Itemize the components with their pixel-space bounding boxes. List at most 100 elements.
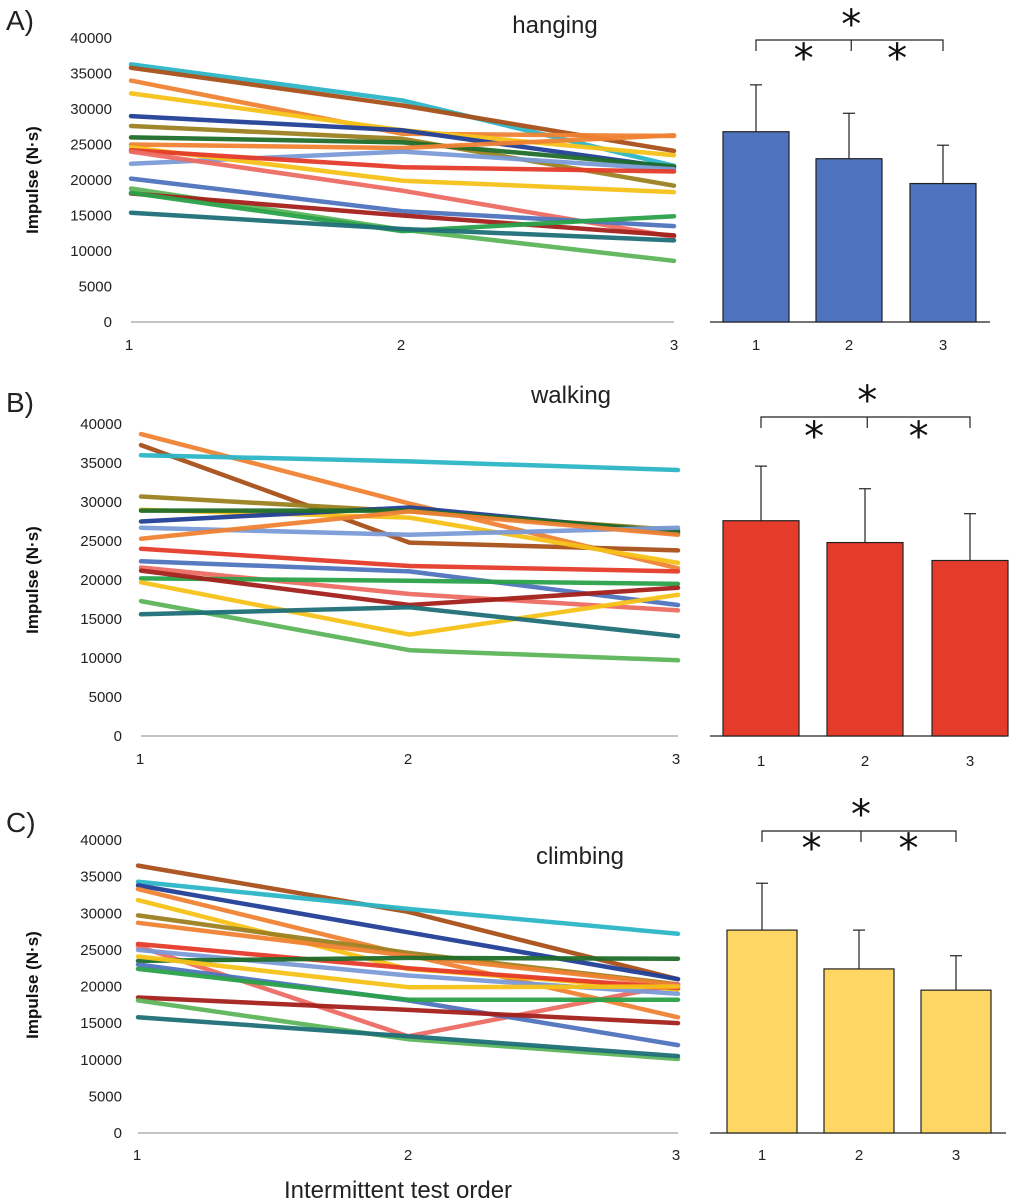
bar-1 (722, 131, 790, 323)
y-tick-label: 25000 (80, 533, 122, 550)
series-line-15 (138, 580, 681, 637)
x-tick-label: 1 (125, 337, 133, 354)
bar-x-tick-label: 2 (861, 753, 869, 770)
y-axis-label: Impulse (N·s) (23, 126, 42, 234)
bar-x-tick-label: 3 (966, 753, 974, 770)
series-line-17 (138, 605, 681, 639)
series-line-12 (135, 954, 681, 990)
y-tick-label: 0 (114, 728, 122, 745)
x-tick-label: 1 (133, 1147, 141, 1164)
y-tick-label: 0 (114, 1125, 122, 1142)
series-line-13 (138, 576, 681, 587)
y-tick-label: 30000 (70, 101, 112, 118)
series-line-16 (138, 598, 681, 663)
panel-label: A) (6, 5, 34, 36)
bar-3 (931, 559, 1009, 737)
y-tick-label: 0 (104, 314, 112, 331)
x-tick-label: 2 (404, 1147, 412, 1164)
significance-star-1-2: * (802, 826, 822, 872)
y-tick-label: 10000 (80, 650, 122, 667)
series-line-17 (135, 1015, 681, 1059)
line-chart-hanging: 0 5000 10000 15000 20000 25000 30000 35000 40000… (70, 30, 678, 354)
series-line-3 (138, 452, 681, 473)
y-tick-label: 35000 (80, 869, 122, 886)
significance-star-1-3: * (841, 2, 861, 48)
bar-2 (826, 541, 904, 737)
y-axis-label: Impulse (N·s) (23, 526, 42, 634)
bar-chart-walking: 1 2 3 * * * (710, 378, 1009, 770)
series-line-3 (128, 78, 677, 139)
y-tick-label: 30000 (80, 905, 122, 922)
panel-label: C) (6, 807, 36, 838)
bar-x-tick-label: 2 (845, 337, 853, 354)
significance-bracket (760, 416, 971, 428)
bar-1 (726, 929, 798, 1134)
panel-label: B) (6, 387, 34, 418)
x-tick-label: 2 (397, 337, 405, 354)
chart-title: climbing (536, 843, 624, 870)
y-tick-label: 35000 (80, 455, 122, 472)
y-tick-label: 5000 (79, 279, 112, 296)
y-tick-label: 15000 (70, 208, 112, 225)
series-line-15 (135, 995, 681, 1026)
series-line-16 (135, 998, 681, 1062)
significance-star-1-3: * (857, 378, 877, 424)
panel-c: C) climbing Impulse (N·s) 0 5000 10000 1500… (6, 792, 1006, 1164)
significance-star-1-3: * (851, 792, 871, 838)
series-line-7 (128, 135, 677, 169)
y-tick-label: 40000 (80, 832, 122, 849)
bar-x-tick-label: 1 (758, 1147, 766, 1164)
series-line-10 (128, 145, 677, 195)
x-tick-label: 1 (136, 751, 144, 768)
line-chart-walking: 0 5000 10000 15000 20000 25000 30000 35000 40000… (80, 416, 681, 768)
y-tick-label: 15000 (80, 611, 122, 628)
series-line-15 (128, 191, 677, 238)
bar-3 (920, 989, 992, 1134)
bar-2 (823, 968, 895, 1134)
bar-3 (909, 182, 977, 323)
significance-star-1-2: * (804, 414, 824, 460)
bar-2 (815, 158, 883, 323)
y-tick-label: 10000 (70, 243, 112, 260)
significance-bracket (755, 39, 944, 51)
significance-star-2-3: * (909, 414, 929, 460)
series-line-11 (135, 955, 681, 964)
y-tick-label: 15000 (80, 1015, 122, 1032)
bar-1 (722, 520, 800, 737)
series-line-9 (135, 941, 681, 991)
y-tick-label: 10000 (80, 1052, 122, 1069)
x-tick-label: 2 (404, 751, 412, 768)
x-tick-label: 3 (672, 1147, 680, 1164)
y-tick-label: 25000 (70, 137, 112, 154)
series-line-14 (138, 568, 681, 608)
series-line-3 (135, 883, 681, 982)
significance-bracket (761, 830, 957, 842)
y-tick-label: 5000 (89, 1088, 122, 1105)
bar-x-tick-label: 2 (855, 1147, 863, 1164)
series-line-5 (128, 113, 677, 171)
x-tick-label: 3 (670, 337, 678, 354)
series-line-11 (128, 147, 677, 174)
series-line-12 (138, 565, 681, 613)
y-tick-label: 35000 (70, 66, 112, 83)
x-axis-label: Intermittent test order (284, 1177, 512, 1204)
bar-x-tick-label: 3 (939, 337, 947, 354)
y-tick-label: 40000 (70, 30, 112, 47)
bar-x-tick-label: 1 (757, 753, 765, 770)
y-tick-label: 40000 (80, 416, 122, 433)
series-line-17 (128, 210, 677, 243)
y-tick-label: 20000 (80, 979, 122, 996)
bar-chart-hanging: 1 2 3 * * * (710, 2, 990, 354)
significance-star-1-2: * (794, 36, 814, 82)
x-tick-label: 3 (672, 751, 680, 768)
y-tick-label: 5000 (89, 689, 122, 706)
y-tick-label: 30000 (80, 494, 122, 511)
y-axis-label: Impulse (N·s) (23, 931, 42, 1039)
y-tick-label: 20000 (70, 172, 112, 189)
significance-star-2-3: * (887, 36, 907, 82)
line-chart-climbing: 0 5000 10000 15000 20000 25000 30000 35000 40000… (80, 832, 681, 1164)
series-line-14 (135, 966, 681, 1002)
chart-title: hanging (512, 12, 597, 39)
bar-x-tick-label: 1 (752, 337, 760, 354)
